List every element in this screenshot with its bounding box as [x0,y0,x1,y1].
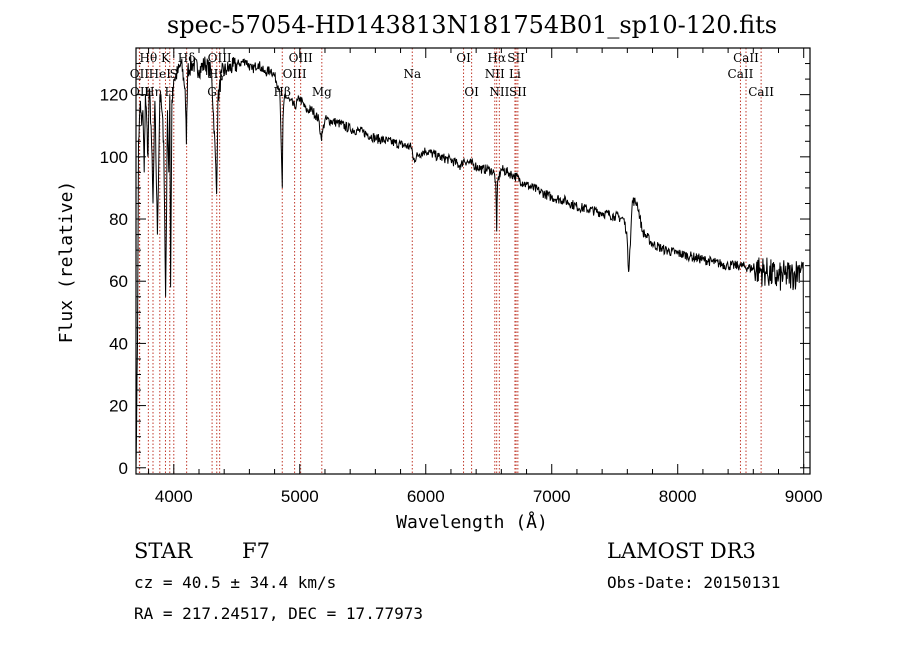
x-tick-label: 7000 [533,487,571,506]
line-label: OI [464,85,479,99]
line-label: OIII [208,51,232,65]
y-axis: 0 20 40 60 80 100 120 [100,63,810,478]
x-axis-label: Wavelength (Å) [396,511,548,533]
line-label: OI [456,51,471,65]
spectrum-line [135,56,805,468]
line-label: Hθ [139,51,157,65]
survey-name: LAMOST DR3 [607,539,756,563]
line-label: NII [489,85,509,99]
y-tick-label: 100 [100,148,128,167]
line-label: H [165,85,175,99]
line-label: HeI [149,67,172,81]
plot-frame [135,47,811,475]
spectral-subclass: F7 [242,539,270,563]
line-label: S [170,67,178,81]
line-label: OII [130,85,150,99]
obs-date: Obs-Date: 20150131 [607,573,780,592]
y-tick-label: 120 [100,86,128,105]
y-tick-label: 20 [109,397,128,416]
line-label: CaII [733,51,759,65]
x-tick-label: 5000 [281,487,319,506]
line-label: NII [485,67,505,81]
line-label: SII [507,51,525,65]
chart-title: spec-57054-HD143813N181754B01_sp10-120.f… [167,11,777,39]
y-tick-label: 0 [119,459,128,478]
x-tick-label: 9000 [785,487,823,506]
line-label: Hη [144,85,162,99]
coordinates: RA = 217.24517, DEC = 17.77973 [134,604,423,623]
line-label: Hα [487,51,506,65]
object-class: STAR [134,539,193,563]
line-label: OIII [289,51,313,65]
line-label: SII [509,85,527,99]
line-marker-group: HθOIIOIIHηHeIKHSHδGOIIIHγHβOIIIOIIIMgNaO… [130,48,774,474]
y-tick-label: 60 [109,272,128,291]
y-tick-label: 80 [109,210,128,229]
line-label: CaII [728,67,754,81]
x-tick-label: 4000 [155,487,193,506]
x-tick-label: 6000 [407,487,445,506]
line-label: K [161,51,171,65]
x-tick-label: 8000 [659,487,697,506]
redshift-info: cz = 40.5 ± 34.4 km/s [134,573,336,592]
line-label: CaII [748,85,774,99]
y-tick-label: 40 [109,334,128,353]
x-axis: 4000 5000 6000 7000 8000 9000 [148,48,823,506]
line-label: Li [509,67,521,81]
spectrum-series-group [135,56,805,468]
line-label: Mg [312,85,332,99]
y-axis-label: Flux (relative) [56,181,77,344]
line-label: Na [403,67,421,81]
line-label: OIII [283,67,307,81]
